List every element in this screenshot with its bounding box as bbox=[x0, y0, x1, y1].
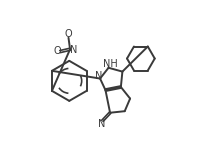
Text: N: N bbox=[98, 119, 105, 129]
Text: N: N bbox=[70, 45, 77, 55]
Text: O: O bbox=[53, 46, 61, 56]
Text: NH: NH bbox=[103, 59, 118, 69]
Text: O: O bbox=[65, 29, 72, 39]
Text: N: N bbox=[95, 71, 102, 81]
